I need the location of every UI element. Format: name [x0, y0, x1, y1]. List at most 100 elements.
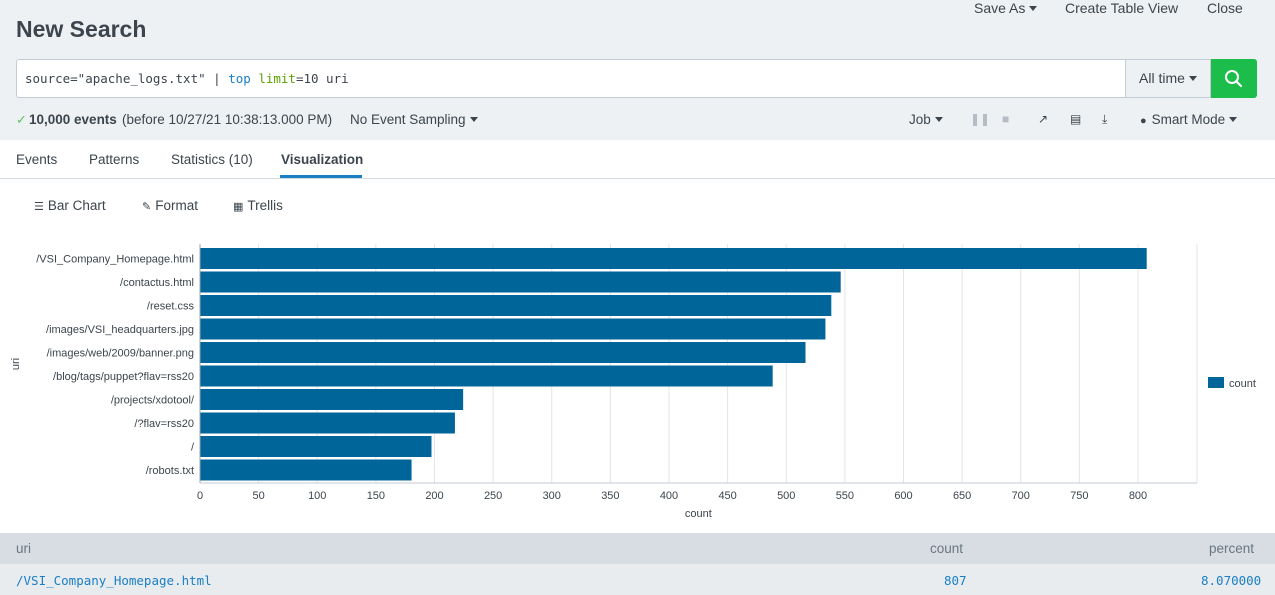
results-tabs: Events Patterns Statistics (10) Visualiz… [0, 140, 1275, 179]
close-button[interactable]: Close [1207, 0, 1243, 16]
format-label: Format [155, 198, 198, 213]
chevron-down-icon [1229, 117, 1238, 122]
legend-label: count [1229, 378, 1256, 390]
x-tick-label: 500 [777, 490, 795, 502]
tab-statistics[interactable]: Statistics (10) [171, 152, 253, 167]
x-tick-label: 550 [836, 490, 854, 502]
x-tick-label: 650 [953, 490, 971, 502]
bar [200, 459, 412, 481]
cell-count[interactable]: 807 [944, 573, 967, 588]
share-icon[interactable]: ↗ [1038, 112, 1049, 126]
column-header-percent[interactable]: percent [1209, 541, 1255, 556]
query-rest: =10 uri [295, 71, 349, 86]
bar [200, 436, 432, 457]
bar [200, 365, 773, 387]
chevron-down-icon [469, 117, 478, 122]
bar [200, 318, 826, 340]
lightbulb-icon: ● [1140, 115, 1147, 127]
search-header: New Search Save As Create Table View Clo… [0, 0, 1275, 140]
y-axis-title: uri [10, 358, 22, 370]
column-header-uri[interactable]: uri [16, 541, 32, 556]
page-title: New Search [16, 16, 147, 42]
search-mode-dropdown[interactable]: ● Smart Mode [1140, 112, 1238, 127]
bar-chart: /VSI_Company_Homepage.html/contactus.htm… [0, 230, 1275, 525]
stop-icon[interactable]: ■ [1002, 112, 1010, 126]
chevron-down-icon [1029, 6, 1038, 11]
time-range-picker[interactable]: All time [1125, 59, 1211, 98]
magnifier-icon [1225, 70, 1243, 88]
events-time: (before 10/27/21 10:38:13.000 PM) [122, 112, 333, 127]
create-table-view-button[interactable]: Create Table View [1065, 0, 1179, 16]
sampling-label: No Event Sampling [350, 112, 466, 127]
category-label: /images/web/2009/banner.png [47, 348, 194, 360]
x-tick-label: 200 [425, 490, 443, 502]
bar-chart-icon: ☰ [34, 201, 44, 213]
category-label: /VSI_Company_Homepage.html [36, 254, 194, 266]
format-button[interactable]: ✎ Format [142, 198, 198, 213]
search-input[interactable]: source="apache_logs.txt" | top limit=10 … [16, 59, 1126, 98]
category-label: /reset.css [147, 301, 195, 313]
column-header-count[interactable]: count [930, 541, 964, 556]
x-tick-label: 0 [197, 490, 203, 502]
table-header: uri count percent [0, 533, 1275, 564]
print-icon[interactable]: ▤ [1070, 112, 1082, 126]
category-label: /blog/tags/puppet?flav=rss20 [53, 371, 194, 383]
x-axis-title: count [685, 508, 712, 520]
bar [200, 412, 455, 434]
category-label: /contactus.html [120, 277, 194, 289]
cell-uri[interactable]: /VSI_Company_Homepage.html [16, 573, 212, 588]
query-command: top [228, 71, 251, 86]
trellis-label: Trellis [247, 198, 283, 213]
x-tick-label: 350 [601, 490, 619, 502]
tab-visualization[interactable]: Visualization [281, 152, 364, 167]
tab-events[interactable]: Events [16, 152, 58, 167]
events-count: 10,000 events [29, 112, 117, 127]
pause-icon[interactable]: ❚❚ [970, 112, 991, 126]
check-icon: ✓ [16, 112, 27, 127]
brush-icon: ✎ [142, 201, 152, 213]
query-prefix: source="apache_logs.txt" | [25, 71, 229, 86]
bar [200, 389, 464, 410]
x-tick-label: 450 [718, 490, 736, 502]
export-icon[interactable]: ⤓ [1102, 112, 1108, 126]
category-label: /?flav=rss20 [134, 418, 194, 430]
save-as-button[interactable]: Save As [974, 0, 1038, 16]
bar [200, 342, 806, 363]
time-range-label: All time [1139, 70, 1185, 86]
category-label: / [191, 442, 195, 454]
mode-label: Smart Mode [1151, 112, 1226, 127]
x-tick-label: 150 [367, 490, 385, 502]
category-label: /robots.txt [146, 465, 194, 477]
x-tick-label: 250 [484, 490, 502, 502]
grid-icon: ▦ [233, 201, 244, 213]
chevron-down-icon [934, 117, 943, 122]
x-tick-label: 100 [308, 490, 326, 502]
trellis-button[interactable]: ▦ Trellis [233, 198, 283, 213]
event-sampling-dropdown[interactable]: No Event Sampling [350, 112, 478, 127]
tab-patterns[interactable]: Patterns [89, 152, 140, 167]
job-label: Job [909, 112, 931, 127]
category-label: /images/VSI_headquarters.jpg [46, 324, 194, 336]
save-as-label: Save As [974, 0, 1026, 16]
x-tick-label: 700 [1012, 490, 1030, 502]
bar-chart-label: Bar Chart [47, 198, 106, 213]
x-tick-label: 400 [660, 490, 678, 502]
x-tick-label: 300 [543, 490, 561, 502]
search-button[interactable] [1211, 59, 1257, 98]
bar-chart-button[interactable]: ☰ Bar Chart [34, 198, 106, 213]
bar [200, 295, 832, 316]
query-argument: limit [258, 71, 296, 86]
x-tick-label: 800 [1129, 490, 1147, 502]
bar [200, 271, 841, 293]
bar-chart-svg: /VSI_Company_Homepage.html/contactus.htm… [10, 244, 1256, 520]
job-menu[interactable]: Job [909, 112, 943, 127]
chevron-down-icon [1188, 76, 1197, 81]
legend-swatch [1208, 377, 1224, 388]
x-tick-label: 50 [253, 490, 265, 502]
x-tick-label: 600 [894, 490, 912, 502]
category-label: /projects/xdotool/ [111, 395, 195, 407]
bar [200, 248, 1147, 269]
table-row[interactable]: /VSI_Company_Homepage.html 807 8.070000 [0, 564, 1275, 595]
cell-percent[interactable]: 8.070000 [1201, 573, 1262, 588]
x-tick-label: 750 [1070, 490, 1088, 502]
